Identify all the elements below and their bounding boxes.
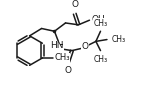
Text: OH: OH — [91, 15, 105, 24]
Text: O: O — [71, 0, 78, 9]
Text: O: O — [65, 66, 72, 75]
Text: O: O — [81, 42, 88, 51]
Text: CH₃: CH₃ — [54, 53, 70, 63]
Text: CH₃: CH₃ — [112, 35, 126, 44]
Text: CH₃: CH₃ — [93, 55, 108, 64]
Text: HN: HN — [50, 41, 64, 50]
Text: CH₃: CH₃ — [93, 19, 108, 28]
